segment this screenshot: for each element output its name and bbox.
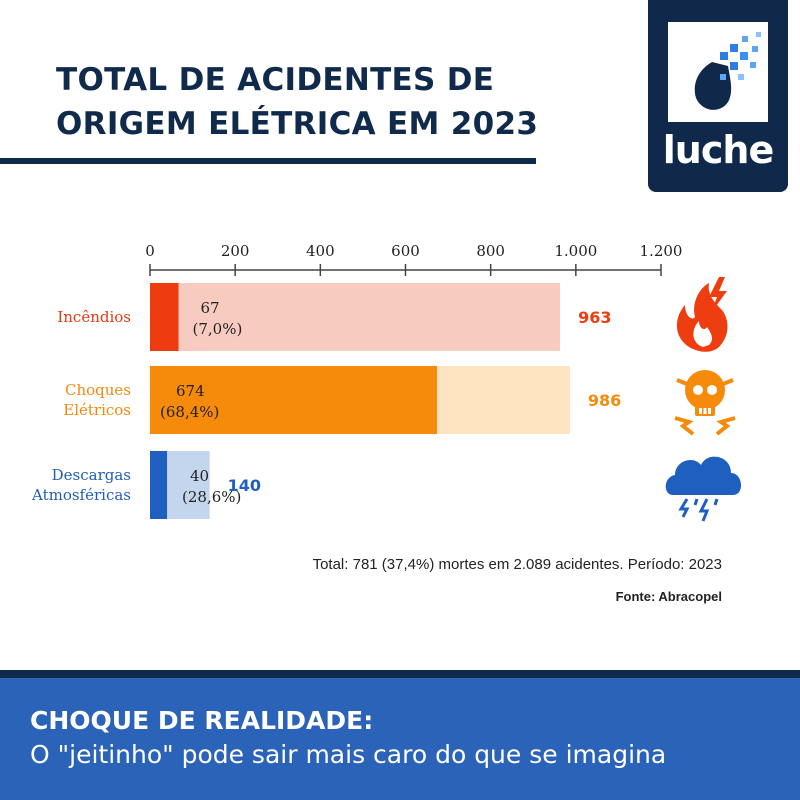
storm-cloud-icon	[665, 456, 742, 522]
category-label: Descargas	[52, 466, 131, 484]
bar-deaths	[150, 366, 438, 434]
source-note: Fonte: Abracopel	[615, 589, 722, 604]
category-label: Atmosféricas	[31, 486, 131, 504]
page-title: TOTAL DE ACIDENTES DE ORIGEM ELÉTRICA EM…	[56, 58, 538, 146]
x-tick-label: 1.200	[640, 242, 683, 260]
deaths-value-label: 40	[190, 467, 209, 485]
deaths-pct-label: (68,4%)	[160, 403, 219, 421]
total-value-label: 986	[588, 391, 621, 410]
x-tick-label: 600	[391, 242, 420, 260]
title-line-2: ORIGEM ELÉTRICA EM 2023	[56, 106, 539, 142]
category-label: Choques	[65, 381, 131, 399]
x-tick-label: 200	[221, 242, 250, 260]
deaths-pct-label: (28,6%)	[182, 488, 241, 506]
bar-deaths	[150, 283, 179, 351]
title-underline	[0, 158, 536, 164]
banner-subtitle: O "jeitinho" pode sair mais caro do que …	[30, 740, 667, 769]
skull-shock-icon	[674, 370, 736, 436]
fire-icon	[676, 277, 728, 352]
bottom-banner	[0, 678, 800, 800]
x-tick-label: 400	[306, 242, 335, 260]
x-tick-label: 0	[145, 242, 155, 260]
bar-chart: 0 200 400 600 800 1.000 1.200 Incêndios 67 (7,0%)…	[31, 242, 742, 522]
banner-headline: CHOQUE DE REALIDADE:	[30, 706, 374, 735]
brand-logo: luche	[648, 0, 788, 192]
bar-total	[150, 283, 561, 351]
x-tick-label: 800	[476, 242, 505, 260]
x-tick-label: 1.000	[554, 242, 597, 260]
category-label: Elétricos	[63, 401, 131, 419]
total-value-label: 140	[228, 476, 261, 495]
logo-text: luche	[662, 128, 774, 172]
bar-deaths	[150, 451, 168, 519]
banner-divider	[0, 670, 800, 678]
deaths-value-label: 67	[201, 299, 220, 317]
deaths-value-label: 674	[176, 382, 205, 400]
logo-mark-icon	[668, 22, 768, 122]
category-label: Incêndios	[57, 308, 131, 326]
title-line-1: TOTAL DE ACIDENTES DE	[56, 62, 495, 98]
deaths-pct-label: (7,0%)	[193, 320, 243, 338]
total-value-label: 963	[578, 308, 611, 327]
total-note: Total: 781 (37,4%) mortes em 2.089 acide…	[312, 556, 722, 573]
